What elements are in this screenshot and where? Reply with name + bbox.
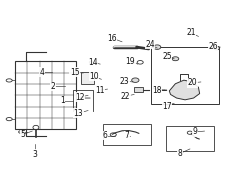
Text: 17: 17 (162, 102, 172, 111)
Text: 25: 25 (162, 52, 172, 61)
Text: 21: 21 (186, 28, 196, 37)
Text: 14: 14 (88, 58, 98, 67)
Text: 15: 15 (70, 68, 80, 77)
Text: 23: 23 (120, 76, 129, 86)
Text: 9: 9 (192, 127, 197, 136)
Ellipse shape (153, 45, 161, 49)
Text: 5: 5 (20, 130, 25, 139)
Bar (134, 87, 143, 92)
Bar (151, 47, 219, 104)
Polygon shape (169, 80, 200, 100)
Text: 7: 7 (124, 131, 129, 140)
Text: 2: 2 (51, 82, 55, 91)
Bar (15, 61, 76, 129)
Text: 10: 10 (89, 72, 99, 81)
Ellipse shape (214, 46, 220, 50)
Bar (81, 72, 94, 84)
Text: 16: 16 (108, 34, 117, 43)
Bar (102, 124, 151, 145)
Text: 1: 1 (60, 96, 65, 105)
Text: 22: 22 (121, 92, 130, 101)
Text: 12: 12 (75, 93, 84, 102)
Text: 13: 13 (73, 109, 83, 118)
Text: 19: 19 (126, 57, 135, 66)
Text: 11: 11 (95, 86, 105, 94)
Text: 18: 18 (152, 86, 162, 95)
Ellipse shape (132, 78, 139, 82)
Text: 20: 20 (188, 78, 197, 87)
Text: 6: 6 (102, 131, 107, 140)
Ellipse shape (172, 57, 179, 61)
Text: 3: 3 (32, 150, 37, 159)
Text: 8: 8 (178, 149, 183, 158)
Bar (166, 126, 214, 151)
Text: 4: 4 (40, 68, 44, 77)
Text: 24: 24 (145, 40, 155, 49)
Text: 26: 26 (208, 42, 218, 51)
